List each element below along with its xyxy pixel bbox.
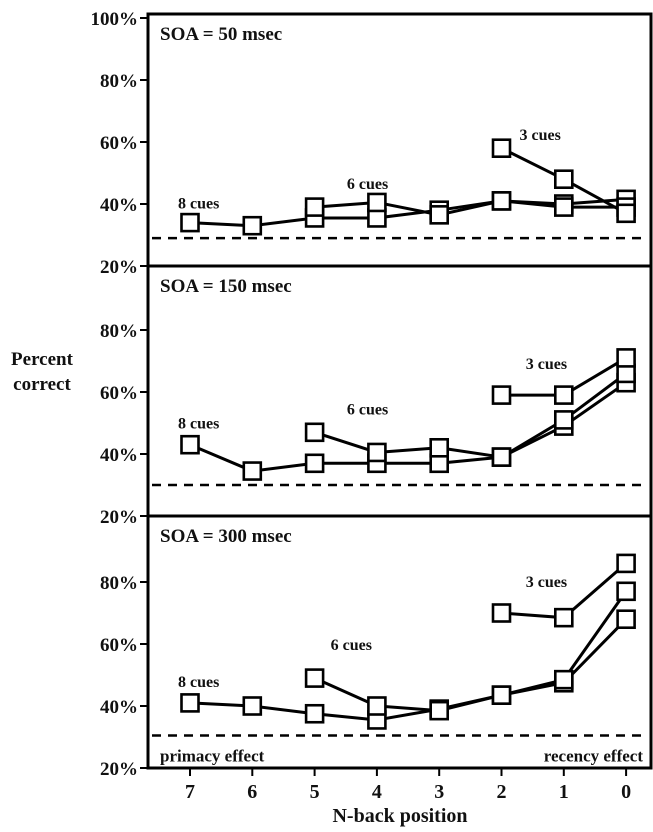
panel-1: 20% 40% 60% 80% 100% SOA = 50 msec 8 cues 6 cue… (91, 9, 653, 278)
series-label: 6 cues (347, 401, 388, 418)
y-tick-label: 80% (100, 71, 138, 92)
data-point (616, 553, 636, 574)
data-point (429, 700, 450, 721)
series-line-6-cues (313, 590, 628, 713)
series-label: 3 cues (520, 127, 561, 144)
series-line-6-cues (314, 372, 627, 459)
data-point (367, 192, 387, 213)
series-line-8-cues (189, 197, 627, 228)
y-tick-label: 100% (91, 9, 139, 30)
x-tick-label: 4 (372, 781, 382, 803)
data-point (491, 138, 512, 158)
data-point (553, 385, 574, 405)
panel-frame (146, 264, 653, 518)
data-point (616, 581, 636, 602)
panel-title: SOA = 300 msec (160, 526, 292, 547)
data-point (242, 461, 263, 481)
data-point (491, 447, 512, 467)
x-tick-label: 6 (247, 781, 257, 803)
data-point (491, 385, 512, 405)
primacy-effect-label: primacy effect (160, 746, 265, 765)
y-tick-label: 40% (100, 195, 138, 216)
data-point (429, 205, 450, 225)
y-tick-label: 60% (100, 635, 138, 656)
panel-2: 40% 60% 80% 20% SOA = 150 msec 8 cues 6 cues 3 … (100, 264, 653, 528)
panel-title: SOA = 50 msec (160, 24, 282, 45)
data-point (491, 191, 512, 211)
x-axis-label: N-back position (332, 805, 467, 827)
data-point (553, 197, 574, 217)
data-point (304, 453, 325, 474)
data-point (616, 609, 636, 630)
data-point (616, 203, 636, 224)
data-point (553, 410, 574, 430)
data-point (491, 685, 512, 705)
recency-effect-label: recency effect (544, 746, 644, 765)
series-label: 6 cues (331, 637, 372, 654)
panel-frame (146, 514, 653, 770)
y-tick-label: 80% (100, 573, 138, 594)
data-point (553, 607, 574, 628)
data-point (180, 434, 200, 455)
y-tick-label: 60% (100, 133, 138, 154)
x-tick-label: 5 (310, 781, 320, 803)
series-label: 3 cues (526, 356, 567, 373)
data-point (242, 696, 263, 716)
y-tick-label: 40% (100, 445, 138, 466)
data-point (553, 669, 574, 690)
data-point (304, 668, 325, 688)
y-tick-label: 40% (100, 697, 138, 718)
x-tick-label: 2 (497, 781, 507, 803)
series-line-6-cues (314, 199, 627, 217)
panel-frame (146, 12, 653, 268)
data-point (304, 422, 325, 443)
panel-title: SOA = 150 msec (160, 276, 292, 297)
data-point (180, 693, 200, 713)
y-axis-label-line2: correct (13, 374, 71, 395)
data-point (180, 212, 200, 233)
panel-3: 40% 60% 80% 20% SOA = 300 msec 8 cues 6 cues 3 … (100, 514, 653, 780)
series-line-8-cues (189, 381, 627, 473)
y-tick-label: 20% (100, 507, 138, 528)
series-label: 8 cues (178, 416, 219, 433)
series-label: 3 cues (526, 574, 567, 591)
data-point (553, 169, 574, 189)
data-point (367, 442, 387, 463)
data-point (429, 437, 450, 458)
y-tick-label: 20% (100, 257, 138, 278)
data-point (367, 696, 387, 716)
x-tick-label: 3 (434, 781, 444, 803)
data-point (491, 603, 512, 623)
y-tick-label: 60% (100, 383, 138, 404)
series-label: 8 cues (178, 196, 219, 213)
y-tick-label: 80% (100, 321, 138, 342)
data-point (304, 703, 325, 724)
series-label: 6 cues (347, 176, 388, 193)
y-axis-label-line1: Percent (11, 349, 74, 370)
data-point (304, 197, 325, 217)
series-label: 8 cues (178, 674, 219, 691)
data-point (616, 348, 636, 368)
x-tick-label: 1 (559, 781, 569, 803)
series-line-8-cues (189, 618, 628, 722)
y-tick-label: 20% (100, 759, 138, 780)
x-tick-label: 0 (621, 781, 631, 803)
x-tick-label: 7 (185, 781, 195, 803)
data-point (242, 215, 263, 236)
